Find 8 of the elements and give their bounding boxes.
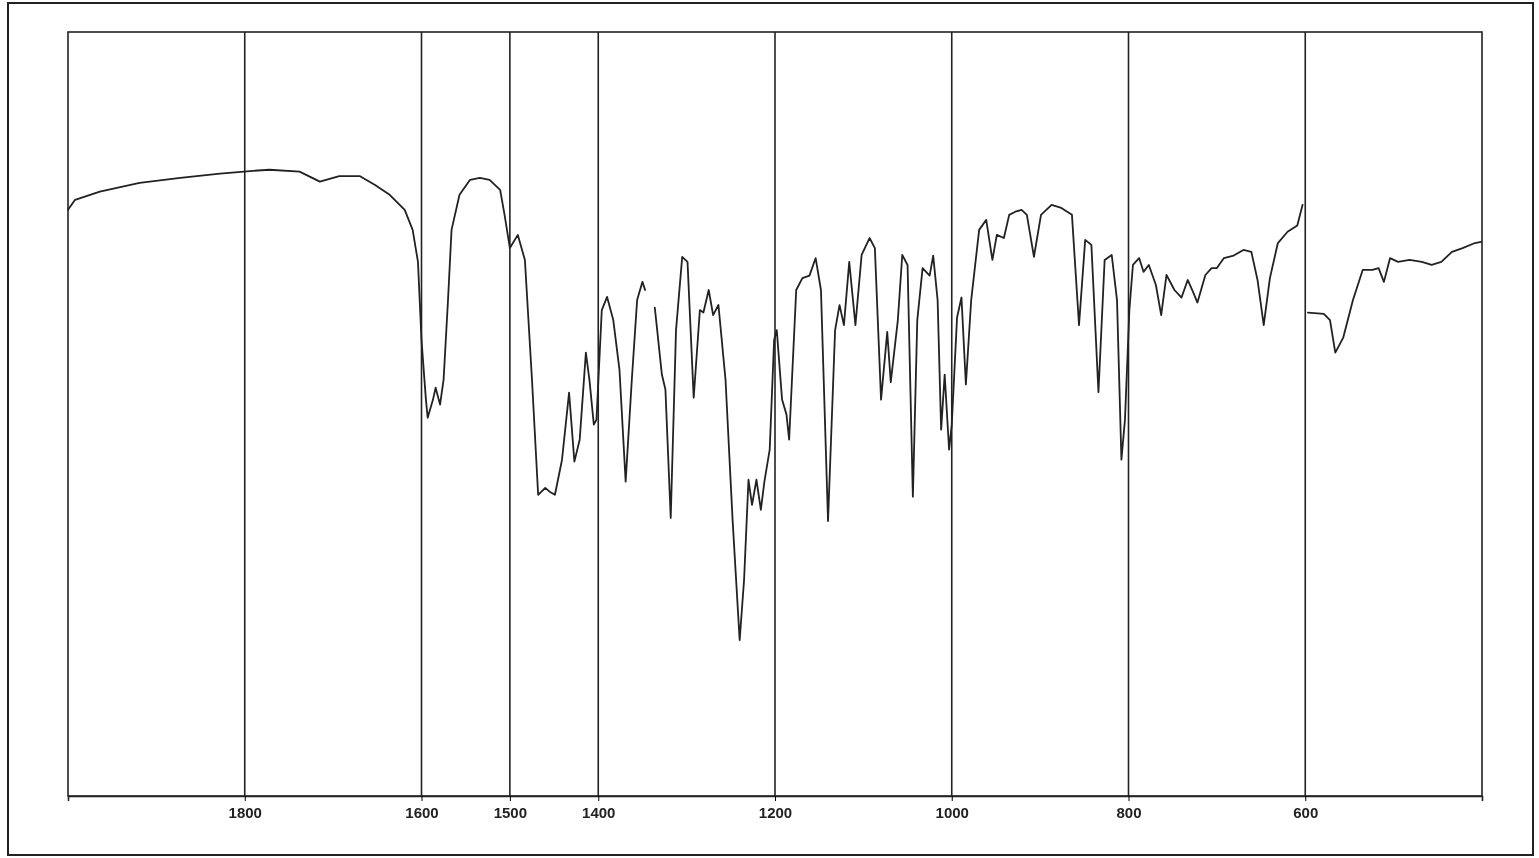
x-tick-label: 1800 bbox=[228, 803, 262, 821]
x-tick-label: 1500 bbox=[493, 803, 528, 821]
x-tick-label: 600 bbox=[1293, 803, 1319, 821]
x-tick-label: 1000 bbox=[935, 803, 969, 821]
x-tick-label: 1400 bbox=[582, 803, 616, 821]
x-tick-label: 800 bbox=[1116, 803, 1142, 821]
x-tick-label: 1200 bbox=[758, 803, 793, 821]
x-tick-label: 1600 bbox=[405, 803, 439, 821]
